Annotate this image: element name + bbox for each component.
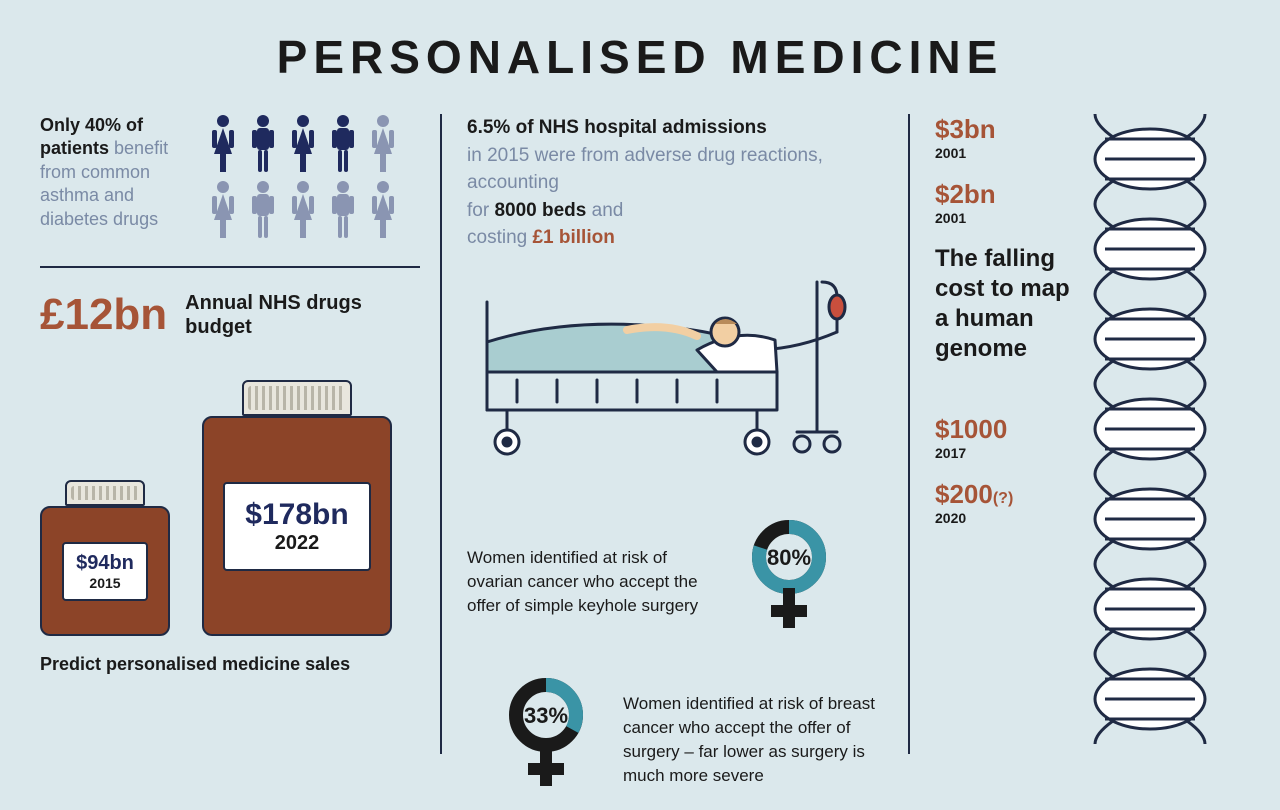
price-year: 2017 [935,445,1075,461]
risk-text: Women identified at risk of breast cance… [623,692,883,787]
nhs-budget: £12bn Annual NHS drugs budget [40,290,420,340]
person-icon [288,114,318,172]
price-amount: $200(?) [935,479,1075,510]
budget-label: Annual NHS drugs budget [185,291,420,339]
bottle-label: $178bn 2022 [223,482,370,571]
person-icon [328,180,358,238]
column-right: $3bn 2001 $2bn 2001 The falling cost to … [910,114,1240,754]
person-icon [208,180,238,238]
bottle-amount: $94bn [76,552,134,575]
people-icon-grid [208,114,398,238]
genome-price: $3bn 2001 [935,114,1075,161]
genome-desc: The falling cost to map a human genome [935,244,1075,364]
price-year: 2001 [935,145,1075,161]
price-amount: $1000 [935,414,1075,445]
predict-label: Predict personalised medicine sales [40,654,420,675]
bottle-amount: $178bn [245,498,348,532]
risk-ovarian: Women identified at risk of ovarian canc… [467,517,883,647]
nhs-grey: in 2015 were from adverse drug reactions… [467,145,823,194]
nhs-grey: and [586,200,623,221]
price-year: 2020 [935,510,1075,526]
female-donut-icon: 33% [506,675,601,805]
budget-amount: £12bn [40,290,167,340]
price-amount: $2bn [935,179,1075,210]
genome-price: $1000 2017 [935,414,1075,461]
nhs-bold: 6.5% of NHS hospital admissions [467,117,767,138]
bottle-body: $178bn 2022 [202,416,392,636]
person-icon [288,180,318,238]
genome-text: $3bn 2001 $2bn 2001 The falling cost to … [935,114,1075,754]
person-icon [208,114,238,172]
bottle-cap-icon [242,380,352,416]
nhs-cost: £1 billion [532,227,614,248]
genome-price: $2bn 2001 [935,179,1075,226]
female-donut-icon: 80% [749,517,844,647]
dna-helix-icon [1075,114,1240,754]
risk-text: Women identified at risk of ovarian canc… [467,546,727,617]
person-icon [248,180,278,238]
person-icon [328,114,358,172]
hospital-bed-icon [467,272,883,467]
bottle-cap-icon [65,480,145,506]
genome-price: $200(?) 2020 [935,479,1075,526]
bottle-year: 2015 [76,575,134,591]
bottles-row: $94bn 2015 $178bn 2022 [40,380,420,636]
column-left: Only 40% of patients benefit from common… [40,114,440,754]
columns: Only 40% of patients benefit from common… [40,114,1240,754]
price-year: 2001 [935,210,1075,226]
bottle-label: $94bn 2015 [62,542,148,601]
bottle-body: $94bn 2015 [40,506,170,636]
page-title: PERSONALISED MEDICINE [40,30,1240,84]
price-amount: $3bn [935,114,1075,145]
nhs-grey: for [467,200,494,221]
bottle-year: 2022 [245,532,348,555]
patients-block: Only 40% of patients benefit from common… [40,114,420,238]
nhs-admissions-text: 6.5% of NHS hospital admissions in 2015 … [467,114,883,252]
nhs-beds: 8000 beds [494,200,586,221]
person-icon [368,114,398,172]
divider [40,266,420,268]
infographic-page: PERSONALISED MEDICINE Only 40% of patien… [0,0,1280,798]
person-icon [368,180,398,238]
bottle-large: $178bn 2022 [202,380,392,636]
risk-breast: Women identified at risk of breast cance… [467,675,883,805]
column-middle: 6.5% of NHS hospital admissions in 2015 … [440,114,910,754]
nhs-grey: costing [467,227,532,248]
person-icon [248,114,278,172]
risk-block: Women identified at risk of ovarian canc… [467,517,883,805]
patients-text: Only 40% of patients benefit from common… [40,114,190,238]
bottle-small: $94bn 2015 [40,480,170,636]
